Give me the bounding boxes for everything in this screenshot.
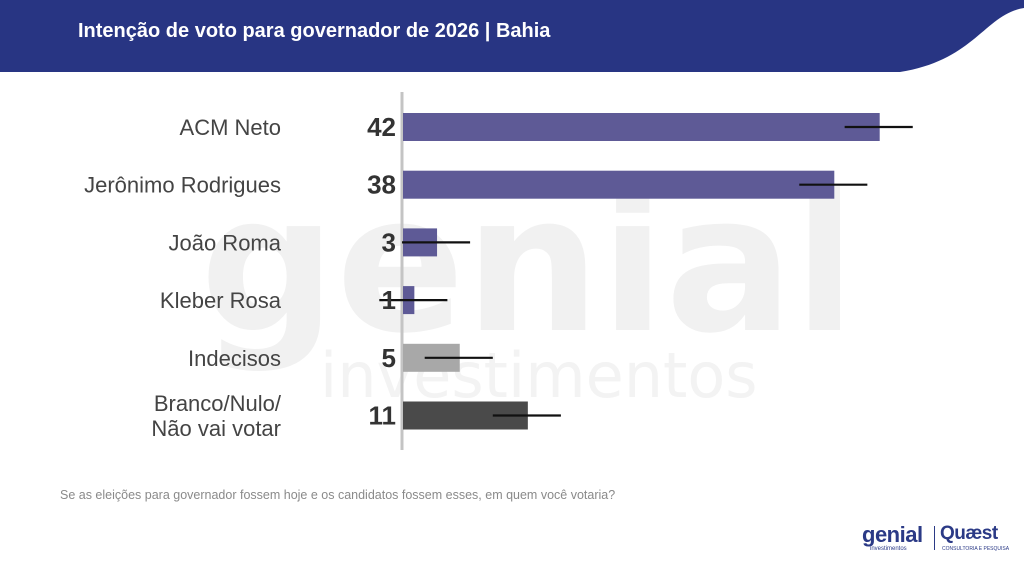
genial-logo: genial xyxy=(862,522,923,547)
category-label: João Roma xyxy=(168,230,281,255)
bar xyxy=(403,170,835,199)
category-label: ACM Neto xyxy=(180,115,281,140)
value-label: 38 xyxy=(367,170,396,200)
value-label: 42 xyxy=(367,112,396,142)
category-label: Branco/Nulo/Não vai votar xyxy=(151,391,282,441)
header-bar xyxy=(0,0,1024,72)
genial-logo-sub: investimentos xyxy=(870,546,907,552)
category-label: Jerônimo Rodrigues xyxy=(84,173,281,198)
value-label: 11 xyxy=(369,401,397,431)
logo-divider xyxy=(934,526,935,550)
logos: genial investimentos Quæst CONSULTORIA E… xyxy=(862,522,1010,556)
quaest-logo-sub: CONSULTORIA E PESQUISA xyxy=(942,546,1010,552)
svg-text:genial: genial xyxy=(200,165,840,375)
survey-question: Se as eleições para governador fossem ho… xyxy=(60,488,616,502)
value-label: 3 xyxy=(382,227,396,257)
page-title: Intenção de voto para governador de 2026… xyxy=(78,20,551,42)
genial-watermark: genial investimentos xyxy=(200,165,840,412)
bar-chart: 42 ACM Neto 38 Jerônimo Rodrigues 3 João Roma… xyxy=(84,92,913,450)
svg-text:investimentos: investimentos xyxy=(320,339,758,412)
value-label: 1 xyxy=(382,285,396,315)
quaest-logo: Quæst xyxy=(940,523,998,544)
value-label: 5 xyxy=(382,343,396,373)
category-label: Kleber Rosa xyxy=(160,288,282,313)
category-label: Indecisos xyxy=(188,346,281,371)
bar xyxy=(403,113,880,141)
